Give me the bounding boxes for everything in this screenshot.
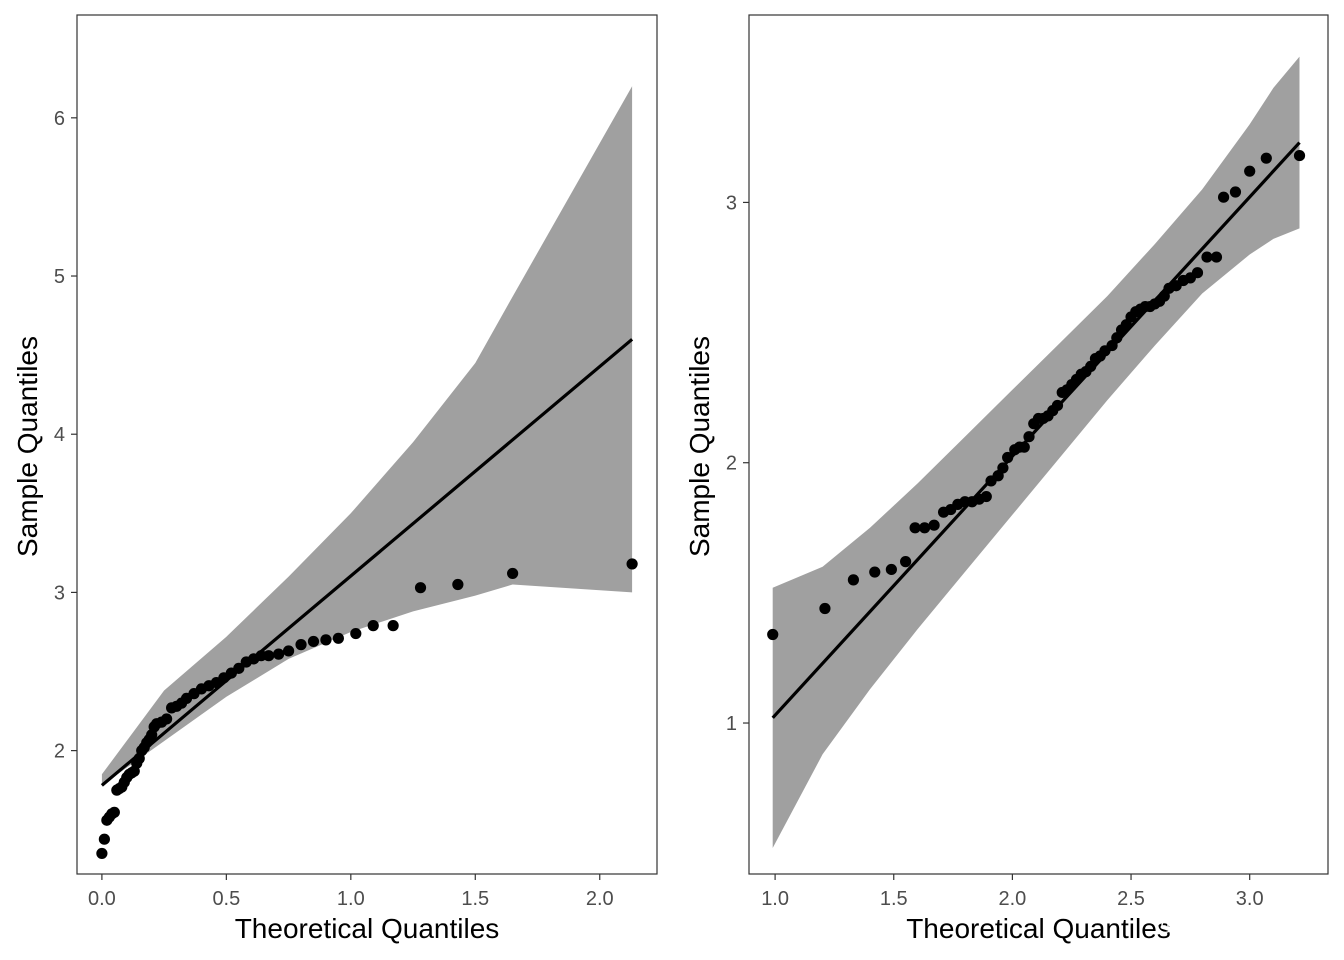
watermark-text: @稀土掘金技术社区 (1156, 914, 1318, 935)
x-tick-label: 2.5 (1117, 888, 1145, 910)
data-point (282, 645, 295, 657)
data-point (273, 648, 285, 660)
data-point (1293, 149, 1306, 162)
data-point (295, 639, 307, 651)
left-qq-plot: 0.0 0.5 1.0 1.5 2.0 2 3 4 5 6 Sample Quantiles Th… (12, 14, 658, 944)
data-point (1244, 165, 1256, 177)
y-tick-label: 3 (54, 582, 65, 604)
data-point (1260, 152, 1272, 164)
data-point (96, 847, 108, 860)
data-point (161, 713, 173, 725)
data-point (414, 582, 427, 594)
y-tick-label: 2 (726, 453, 737, 475)
data-point (918, 522, 931, 534)
data-point (980, 490, 992, 503)
reference-line (771, 141, 1301, 719)
data-point (387, 620, 399, 632)
data-point (1191, 267, 1204, 279)
data-point (928, 519, 940, 531)
y-tick-label: 3 (726, 192, 737, 214)
data-point (819, 602, 831, 615)
y-axis-title: Sample Quantiles (12, 336, 43, 557)
x-tick-label: 1.5 (461, 888, 489, 910)
data-point (1229, 186, 1242, 198)
x-axis-title: Theoretical Quantiles (906, 913, 1171, 944)
data-point (900, 556, 912, 568)
confidence-band (101, 86, 633, 786)
data-point (997, 462, 1009, 474)
x-axis-title: Theoretical Quantiles (235, 913, 500, 944)
data-point (233, 662, 245, 674)
data-point (1018, 441, 1030, 453)
data-point (885, 563, 897, 576)
data-point (909, 522, 921, 534)
data-point (307, 635, 320, 648)
data-point (1023, 431, 1035, 443)
reference-line (100, 338, 634, 787)
data-point (767, 628, 779, 641)
data-point (869, 566, 881, 578)
panel-border (748, 14, 1329, 875)
x-tick-label: 3.0 (1236, 888, 1264, 910)
y-axis-title: Sample Quantiles (684, 336, 715, 557)
y-tick-label: 6 (54, 108, 65, 130)
x-tick-label: 0.5 (212, 888, 240, 910)
right-qq-plot: 1.0 1.5 2.0 2.5 3.0 1 2 3 Sample Quantiles Theo… (684, 14, 1329, 944)
data-point (626, 558, 638, 570)
x-tick-label: 2.0 (998, 888, 1026, 910)
x-tick-label: 0.0 (88, 888, 116, 910)
data-point (1201, 251, 1213, 263)
data-point (98, 833, 110, 845)
x-tick-label: 1.5 (880, 888, 908, 910)
data-point (452, 578, 464, 591)
data-point (1210, 251, 1223, 263)
data-point (507, 567, 519, 580)
x-tick-label: 1.0 (761, 888, 789, 910)
data-point (350, 627, 362, 640)
y-tick-label: 2 (54, 741, 65, 763)
data-point (367, 620, 379, 632)
data-point (847, 574, 860, 586)
y-tick-label: 1 (726, 713, 737, 735)
data-point (1217, 191, 1230, 203)
confidence-band (772, 56, 1300, 849)
data-point (108, 806, 120, 818)
x-tick-label: 1.0 (337, 888, 365, 910)
data-point (1002, 451, 1014, 464)
x-tick-label: 2.0 (586, 888, 614, 910)
data-point (1051, 399, 1064, 412)
data-point (332, 632, 344, 644)
data-point (320, 634, 332, 646)
y-tick-label: 5 (54, 266, 65, 288)
data-point (263, 650, 275, 662)
panel-border (76, 14, 658, 875)
y-tick-label: 4 (54, 424, 65, 446)
